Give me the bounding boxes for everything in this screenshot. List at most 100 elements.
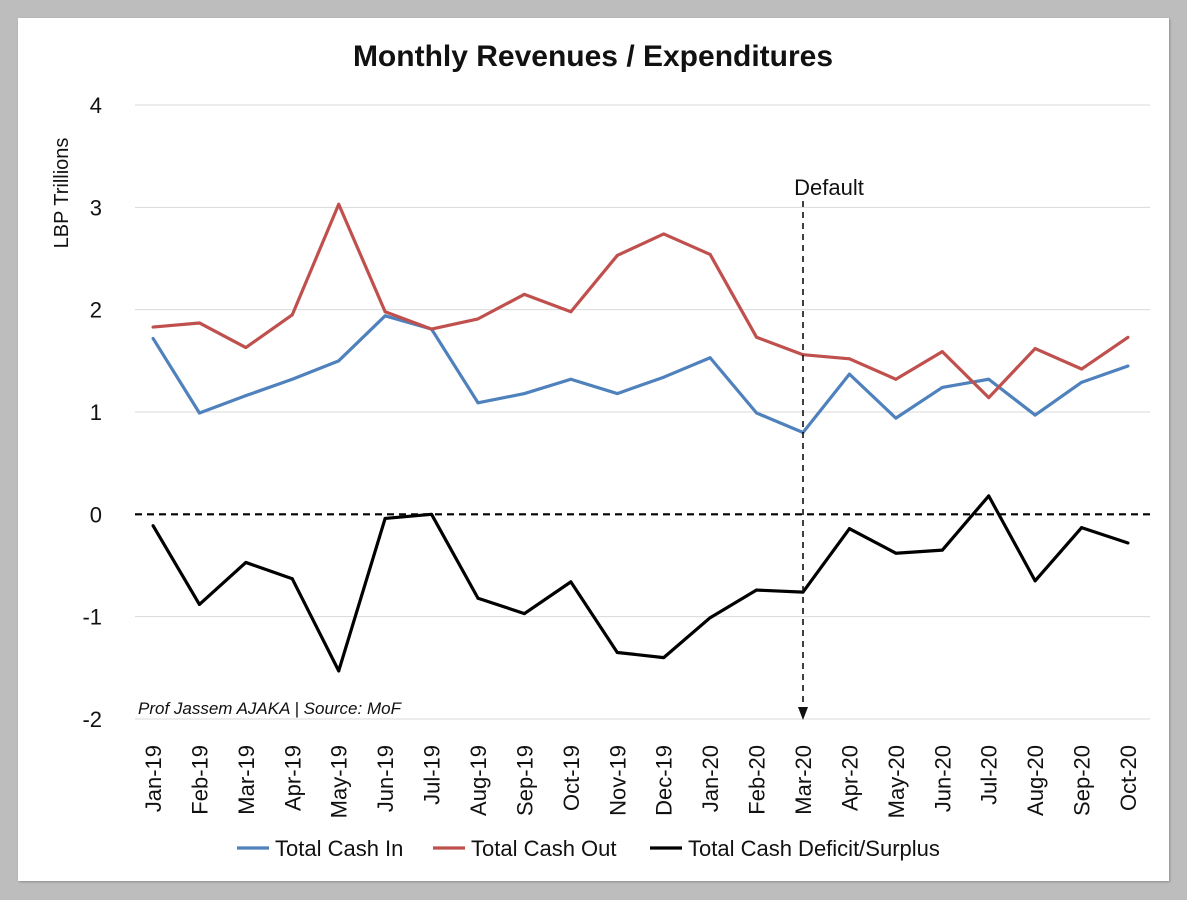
series-line-2 bbox=[151, 494, 1129, 673]
data-point bbox=[522, 292, 526, 296]
legend-label-0: Total Cash In bbox=[275, 836, 403, 861]
data-point bbox=[151, 336, 155, 340]
data-point bbox=[290, 313, 294, 317]
x-tick-label: Nov-19 bbox=[605, 745, 630, 816]
chart-frame: Monthly Revenues / Expenditures LBP Tril… bbox=[18, 18, 1169, 881]
data-point bbox=[662, 656, 666, 660]
x-tick-label: Mar-19 bbox=[234, 745, 259, 815]
data-point bbox=[151, 524, 155, 528]
data-point bbox=[337, 359, 341, 363]
data-point bbox=[569, 580, 573, 584]
data-point bbox=[1126, 335, 1130, 339]
data-point bbox=[940, 350, 944, 354]
y-tick-label: 0 bbox=[90, 502, 102, 527]
data-point bbox=[1126, 364, 1130, 368]
data-point bbox=[894, 551, 898, 555]
y-axis-label: LBP Trillions bbox=[51, 138, 73, 249]
x-tick-label: Oct-20 bbox=[1116, 745, 1141, 811]
x-tick-label: Feb-20 bbox=[745, 745, 770, 815]
y-axis-ticks: 4 3 2 1 0 -1 -2 bbox=[82, 93, 102, 732]
x-tick-label: Sep-19 bbox=[512, 745, 537, 816]
data-point bbox=[1080, 367, 1084, 371]
x-tick-label: Jun-20 bbox=[930, 745, 955, 812]
data-point bbox=[1126, 541, 1130, 545]
data-point bbox=[1033, 579, 1037, 583]
legend: Total Cash In Total Cash Out Total Cash De… bbox=[237, 836, 940, 861]
x-tick-label: Feb-19 bbox=[187, 745, 212, 815]
data-point bbox=[383, 516, 387, 520]
y-tick-label: -2 bbox=[82, 707, 102, 732]
data-point bbox=[244, 394, 248, 398]
x-tick-label: Aug-20 bbox=[1023, 745, 1048, 816]
data-point bbox=[383, 310, 387, 314]
data-point bbox=[197, 411, 201, 415]
data-point bbox=[708, 356, 712, 360]
series-line-0 bbox=[151, 314, 1129, 435]
default-annotation: Default bbox=[794, 175, 864, 200]
data-point bbox=[1080, 380, 1084, 384]
legend-label-2: Total Cash Deficit/Surplus bbox=[688, 836, 940, 861]
data-point bbox=[569, 310, 573, 314]
x-axis-ticks: Jan-19 Feb-19 Mar-19 Apr-19 May-19 Jun-19 Jul-… bbox=[141, 745, 1141, 818]
data-point bbox=[894, 416, 898, 420]
gridlines bbox=[135, 104, 1150, 720]
data-point bbox=[755, 588, 759, 592]
data-point bbox=[940, 385, 944, 389]
data-point bbox=[847, 357, 851, 361]
data-point bbox=[151, 325, 155, 329]
data-point bbox=[708, 252, 712, 256]
data-point bbox=[708, 616, 712, 620]
data-point bbox=[197, 602, 201, 606]
x-tick-label: Jun-19 bbox=[373, 745, 398, 812]
data-point bbox=[940, 548, 944, 552]
data-point bbox=[755, 335, 759, 339]
data-point bbox=[290, 577, 294, 581]
y-tick-label: 3 bbox=[90, 195, 102, 220]
data-point bbox=[662, 232, 666, 236]
source-note: Prof Jassem AJAKA | Source: MoF bbox=[138, 699, 403, 718]
data-point bbox=[430, 512, 434, 516]
x-tick-label: Apr-19 bbox=[280, 745, 305, 811]
x-tick-label: Dec-19 bbox=[652, 745, 677, 816]
data-point bbox=[615, 650, 619, 654]
default-marker-arrowhead bbox=[798, 707, 808, 720]
x-tick-label: May-20 bbox=[884, 745, 909, 818]
data-point bbox=[290, 377, 294, 381]
x-tick-label: Sep-20 bbox=[1070, 745, 1095, 816]
data-point bbox=[1033, 347, 1037, 351]
data-point bbox=[662, 375, 666, 379]
data-point bbox=[522, 392, 526, 396]
data-point bbox=[244, 560, 248, 564]
data-point bbox=[569, 377, 573, 381]
x-tick-label: Aug-19 bbox=[466, 745, 491, 816]
chart-title: Monthly Revenues / Expenditures bbox=[353, 40, 833, 73]
y-tick-label: -1 bbox=[82, 605, 102, 630]
data-point bbox=[1033, 413, 1037, 417]
x-tick-label: May-19 bbox=[327, 745, 352, 818]
x-tick-label: Jan-20 bbox=[698, 745, 723, 812]
data-point bbox=[987, 494, 991, 498]
data-point bbox=[476, 596, 480, 600]
data-point bbox=[755, 411, 759, 415]
data-point bbox=[894, 377, 898, 381]
x-tick-label: Apr-20 bbox=[837, 745, 862, 811]
line-chart: Monthly Revenues / Expenditures LBP Tril… bbox=[51, 40, 1150, 861]
data-point bbox=[522, 612, 526, 616]
x-tick-label: Jul-20 bbox=[977, 745, 1002, 805]
y-tick-label: 4 bbox=[90, 93, 102, 118]
data-point bbox=[847, 527, 851, 531]
data-point bbox=[197, 321, 201, 325]
data-point bbox=[1080, 526, 1084, 530]
data-point bbox=[615, 392, 619, 396]
y-tick-label: 2 bbox=[90, 298, 102, 323]
legend-label-1: Total Cash Out bbox=[471, 836, 617, 861]
data-point bbox=[847, 372, 851, 376]
data-point bbox=[476, 401, 480, 405]
data-point bbox=[383, 314, 387, 318]
data-point bbox=[337, 202, 341, 206]
x-tick-label: Jan-19 bbox=[141, 745, 166, 812]
x-tick-label: Oct-19 bbox=[559, 745, 584, 811]
data-point bbox=[987, 396, 991, 400]
annotations: Default Prof Jassem AJAKA | Source: MoF bbox=[138, 175, 864, 720]
series-line-1 bbox=[152, 202, 1129, 400]
